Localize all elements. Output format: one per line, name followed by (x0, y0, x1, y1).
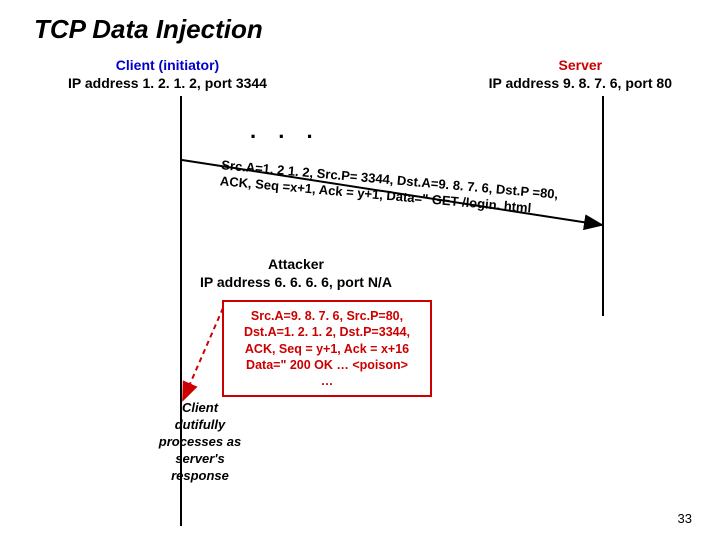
server-header: Server IP address 9. 8. 7. 6, port 80 (489, 56, 672, 92)
attacker-header: Attacker IP address 6. 6. 6. 6, port N/A (200, 256, 392, 291)
attacker-label-line2: IP address 6. 6. 6. 6, port N/A (200, 274, 392, 292)
request-packet-text: Src.A=1. 2 1. 2, Src.P= 3344, Dst.A=9. 8… (219, 157, 559, 219)
attacker-box-line1: Src.A=9. 8. 7. 6, Src.P=80, (232, 308, 422, 324)
server-label: Server (489, 56, 672, 74)
attacker-label-line1: Attacker (200, 256, 392, 274)
server-lifeline (602, 96, 604, 316)
client-processes-note: Client dutifully processes as server's r… (156, 400, 244, 484)
attacker-box-line4: Data=" 200 OK … <poison> (232, 357, 422, 373)
attacker-box-line3: ACK, Seq = y+1, Ack = x+16 (232, 341, 422, 357)
ellipsis-dots: . . . (250, 118, 321, 144)
server-address: IP address 9. 8. 7. 6, port 80 (489, 74, 672, 92)
client-address: IP address 1. 2. 1. 2, port 3344 (68, 74, 267, 92)
attacker-injected-packet-box: Src.A=9. 8. 7. 6, Src.P=80, Dst.A=1. 2. … (222, 300, 432, 397)
attacker-box-line2: Dst.A=1. 2. 1. 2, Dst.P=3344, (232, 324, 422, 340)
client-label: Client (initiator) (68, 56, 267, 74)
slide-title: TCP Data Injection (34, 14, 263, 45)
client-header: Client (initiator) IP address 1. 2. 1. 2… (68, 56, 267, 92)
slide-number: 33 (678, 511, 692, 526)
attacker-box-line5: … (232, 373, 422, 389)
